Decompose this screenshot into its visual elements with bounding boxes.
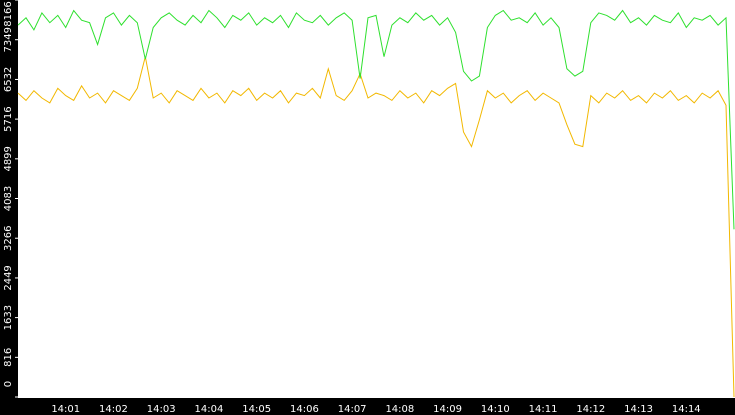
series-line [17, 9, 735, 230]
y-tick-label: 816 [3, 348, 14, 367]
x-tick-label: 14:05 [242, 404, 271, 415]
series-line [17, 56, 735, 398]
y-tick-label: 8166 [3, 1, 14, 26]
y-tick-label: 3266 [3, 225, 14, 250]
x-tick-label: 14:08 [385, 404, 414, 415]
x-tick-label: 14:07 [338, 404, 367, 415]
x-tick-label: 14:09 [433, 404, 462, 415]
y-tick-label: 2449 [3, 265, 14, 290]
x-tick-label: 14:13 [624, 404, 653, 415]
y-tick-label: 7349 [3, 27, 14, 52]
x-tick-label: 14:12 [576, 404, 605, 415]
plot-area [18, 0, 735, 398]
y-tick-label: 4899 [3, 146, 14, 171]
x-tick-label: 14:03 [147, 404, 176, 415]
y-tick-label: 4083 [3, 186, 14, 211]
y-tick-label: 0 [3, 381, 14, 387]
y-tick-label: 1633 [3, 305, 14, 330]
y-tick-label: 5716 [3, 106, 14, 131]
x-tick-label: 14:10 [481, 404, 510, 415]
x-tick-label: 14:06 [290, 404, 319, 415]
x-tick-label: 14:04 [195, 404, 224, 415]
x-tick-label: 14:02 [99, 404, 128, 415]
y-tick-label: 6532 [3, 67, 14, 92]
x-tick-label: 14:11 [529, 404, 558, 415]
x-tick-label: 14:01 [51, 404, 80, 415]
x-tick-label: 14:14 [672, 404, 701, 415]
